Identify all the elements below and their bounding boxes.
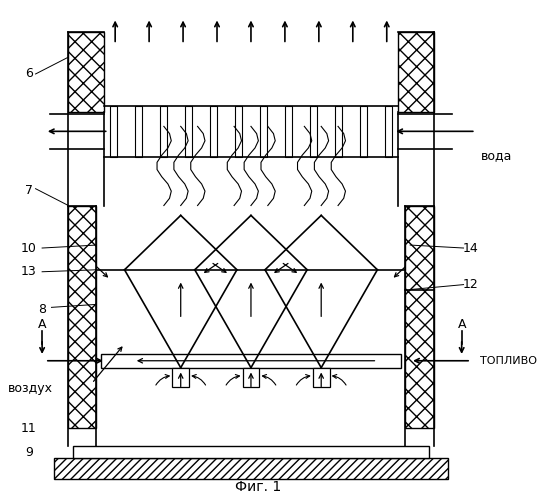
Text: 11: 11 xyxy=(21,422,37,434)
Text: А: А xyxy=(38,318,46,330)
Bar xyxy=(159,106,167,157)
Text: воздух: воздух xyxy=(8,382,52,395)
Bar xyxy=(210,106,217,157)
Text: 13: 13 xyxy=(21,266,37,278)
Bar xyxy=(398,32,434,112)
Bar xyxy=(54,458,448,479)
Bar xyxy=(134,106,142,157)
Text: 8: 8 xyxy=(38,303,46,316)
Bar xyxy=(185,106,192,157)
Bar xyxy=(68,206,97,428)
Text: Фиг. 1: Фиг. 1 xyxy=(235,480,282,494)
Text: А: А xyxy=(458,318,466,330)
Bar xyxy=(360,106,367,157)
Text: 12: 12 xyxy=(463,278,479,291)
Bar xyxy=(385,106,393,157)
Bar xyxy=(406,206,434,428)
Bar xyxy=(68,32,104,112)
Bar xyxy=(110,106,117,157)
Bar xyxy=(285,106,292,157)
Bar xyxy=(310,106,317,157)
Bar xyxy=(235,106,242,157)
Text: 7: 7 xyxy=(25,184,33,197)
Bar xyxy=(101,354,401,368)
Bar xyxy=(260,106,267,157)
Text: 14: 14 xyxy=(463,242,479,254)
Bar xyxy=(73,446,429,458)
Bar xyxy=(173,368,189,388)
Text: ТОПЛИВО: ТОПЛИВО xyxy=(480,356,537,366)
Text: 6: 6 xyxy=(25,68,33,80)
Text: 9: 9 xyxy=(25,446,33,459)
Bar xyxy=(242,368,259,388)
Bar xyxy=(335,106,342,157)
Bar xyxy=(313,368,330,388)
Text: вода: вода xyxy=(480,150,512,162)
Text: 10: 10 xyxy=(21,242,37,254)
